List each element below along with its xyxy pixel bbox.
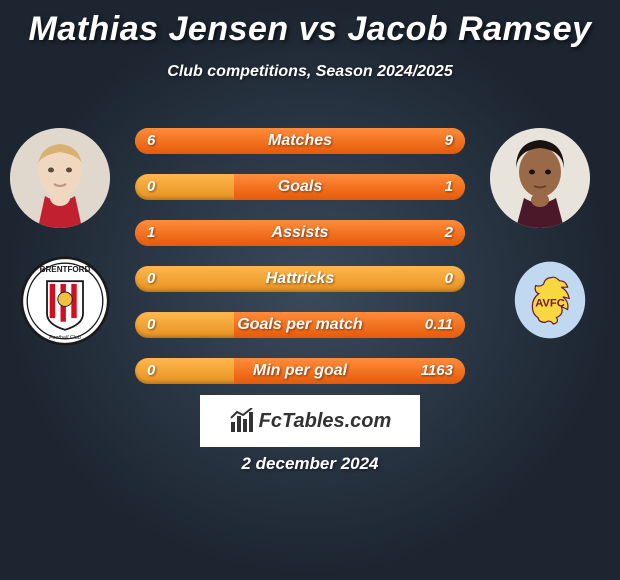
subtitle: Club competitions, Season 2024/2025 (0, 63, 620, 81)
avfc-icon: AVFC (510, 260, 590, 340)
stat-label: Goals (135, 174, 465, 200)
stat-value-right: 9 (445, 128, 453, 154)
stat-value-right: 0 (445, 266, 453, 292)
club-right-badge: AVFC (500, 256, 600, 346)
page-title: Mathias Jensen vs Jacob Ramsey (0, 0, 620, 49)
player-left-avatar (10, 128, 110, 228)
club-left-badge: BRENTFORD Football Club (20, 256, 120, 346)
stat-row-hattricks: 0 Hattricks 0 (135, 266, 465, 292)
svg-text:BRENTFORD: BRENTFORD (40, 265, 91, 274)
stat-value-right: 0.11 (425, 312, 453, 338)
face-icon (10, 128, 110, 228)
stat-label: Goals per match (135, 312, 465, 338)
stat-value-right: 2 (445, 220, 453, 246)
chart-icon (229, 408, 255, 434)
svg-text:AVFC: AVFC (535, 297, 565, 309)
branding-text: FcTables.com (259, 410, 392, 433)
stat-row-goals: 0 Goals 1 (135, 174, 465, 200)
brentford-icon: BRENTFORD Football Club (20, 256, 110, 346)
date-label: 2 december 2024 (0, 454, 620, 474)
stat-value-right: 1163 (421, 358, 453, 384)
stats-container: 6 Matches 9 0 Goals 1 1 Assists 2 0 Hatt… (135, 128, 465, 404)
branding-label: FcTables.com (229, 408, 392, 434)
stat-label: Hattricks (135, 266, 465, 292)
stat-label: Matches (135, 128, 465, 154)
stat-label: Min per goal (135, 358, 465, 384)
stat-row-gpm: 0 Goals per match 0.11 (135, 312, 465, 338)
stat-label: Assists (135, 220, 465, 246)
stat-row-matches: 6 Matches 9 (135, 128, 465, 154)
stat-value-right: 1 (445, 174, 453, 200)
face-icon (490, 128, 590, 228)
svg-text:Football Club: Football Club (49, 335, 81, 341)
stat-row-assists: 1 Assists 2 (135, 220, 465, 246)
stat-row-mpg: 0 Min per goal 1163 (135, 358, 465, 384)
branding-box: FcTables.com (200, 395, 420, 447)
player-right-avatar (490, 128, 590, 228)
